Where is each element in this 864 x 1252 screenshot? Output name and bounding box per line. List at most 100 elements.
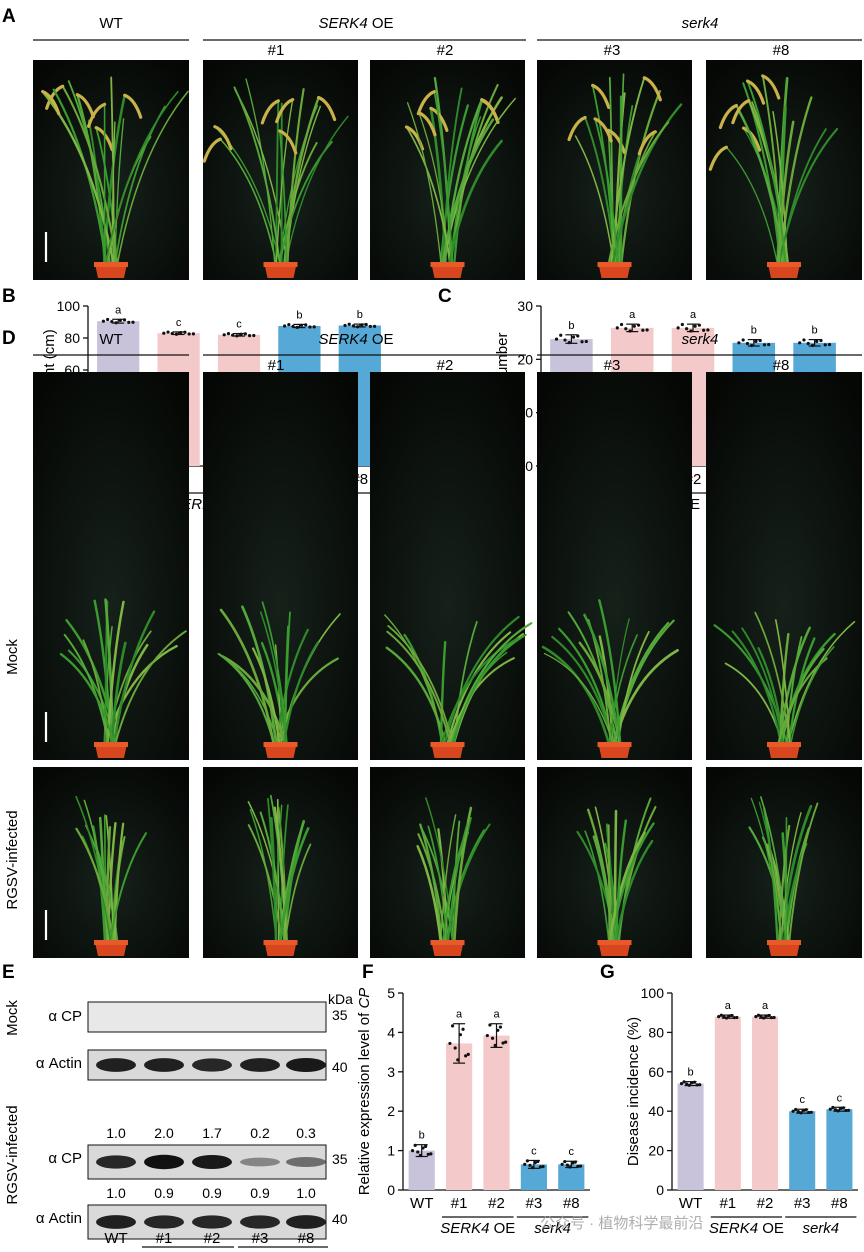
pot-rim <box>597 940 632 945</box>
leaf-stroke <box>429 107 448 266</box>
photo-a-4 <box>706 60 862 280</box>
bar-WT <box>408 1150 435 1190</box>
x-tick-label: #1 <box>719 1195 736 1212</box>
data-point <box>528 1163 532 1167</box>
leaf-stroke <box>598 599 622 746</box>
plant-pot <box>598 744 631 758</box>
data-point <box>619 322 624 327</box>
cp-ratio: 0.3 <box>296 1125 316 1141</box>
blot-band <box>96 1058 136 1072</box>
mw-marker-cp-infected: 35 <box>332 1151 348 1167</box>
y-tick-label: 0 <box>656 1182 664 1198</box>
leaf-stroke <box>285 115 349 265</box>
data-point <box>745 341 750 346</box>
pot-rim <box>263 262 298 267</box>
data-point <box>764 1014 768 1018</box>
data-point <box>676 326 680 330</box>
leaf-stroke <box>608 634 638 745</box>
panicle <box>741 126 762 152</box>
y-axis-label: Relative expression level of CP <box>356 988 373 1196</box>
leaf-stroke <box>614 839 654 944</box>
data-point <box>767 1013 771 1018</box>
leaf-stroke <box>83 799 112 943</box>
pot-rim <box>597 262 632 267</box>
data-point <box>735 1015 739 1020</box>
y-axis-label-italic: CP <box>356 988 373 1009</box>
pot-rim <box>597 742 632 747</box>
data-point <box>485 1033 489 1038</box>
data-point <box>741 338 745 342</box>
photo-background <box>203 60 358 280</box>
panicle <box>45 84 65 110</box>
photo-label-a3: #3 <box>604 42 621 59</box>
lane-label: #8 <box>298 1230 315 1247</box>
plant-pot <box>264 942 297 956</box>
data-point <box>727 1014 731 1018</box>
leaf-stroke <box>241 605 278 746</box>
pot-rim <box>430 742 465 747</box>
x-tick-label: #1 <box>451 1195 468 1212</box>
significance-letter: a <box>762 1000 769 1012</box>
actin-ratio: 1.0 <box>296 1185 316 1201</box>
data-point <box>698 1083 702 1087</box>
panel-d-photos <box>33 372 862 958</box>
data-point <box>493 1043 497 1048</box>
data-point <box>628 329 632 333</box>
photo-d-infected-0 <box>33 767 189 958</box>
data-point <box>162 331 166 335</box>
data-point <box>796 1110 800 1114</box>
data-point <box>809 1110 813 1114</box>
bar-#1 <box>714 1016 741 1190</box>
leaf-stroke <box>387 625 454 745</box>
panicle <box>642 76 662 102</box>
photo-d-mock-4 <box>706 372 862 760</box>
panicle <box>317 95 337 122</box>
data-point <box>179 331 183 335</box>
data-point <box>794 1107 798 1112</box>
panicle <box>591 83 611 110</box>
leaf-stroke <box>787 637 816 746</box>
leaf-stroke <box>439 814 457 943</box>
y-tick-label: 3 <box>387 1064 395 1080</box>
actin-ratio: 0.9 <box>202 1185 222 1201</box>
x-tick-label: #8 <box>831 1195 848 1212</box>
data-point <box>496 1028 500 1032</box>
leaf-stroke <box>574 135 615 265</box>
x-tick-label: WT <box>679 1195 702 1212</box>
significance-letter: a <box>725 1000 732 1012</box>
data-point <box>767 342 771 347</box>
bar-#1 <box>446 1043 473 1190</box>
plant-pot <box>95 744 127 758</box>
leaf-stroke <box>754 611 791 745</box>
blot-band <box>144 1215 184 1229</box>
panicle <box>480 98 500 124</box>
plant-pot <box>768 942 800 956</box>
data-point <box>697 323 701 327</box>
data-point <box>413 1143 417 1147</box>
photo-label-d3: #3 <box>604 357 621 374</box>
leaf-stroke <box>607 824 611 943</box>
data-point <box>641 328 645 332</box>
data-point <box>831 1105 835 1110</box>
plant-pot <box>598 942 631 956</box>
panicle <box>416 90 436 116</box>
cp-ratio: 1.0 <box>106 1125 126 1141</box>
data-point <box>802 338 806 342</box>
significance-letter: b <box>568 320 574 332</box>
data-point <box>685 327 689 331</box>
panel-letter-f: F <box>362 962 374 983</box>
leaf-stroke <box>110 641 127 746</box>
blot-label-actin-mock: α Actin <box>36 1055 82 1072</box>
pot-rim <box>767 742 801 747</box>
data-point <box>759 1015 763 1019</box>
data-point <box>114 321 118 325</box>
panicle <box>123 93 143 119</box>
leaf-stroke <box>448 139 503 266</box>
pot-rim <box>94 262 128 267</box>
leaf-stroke <box>247 824 283 943</box>
group-label-oe-gene: SERK4 <box>440 1220 489 1237</box>
photo-a-1 <box>202 60 358 280</box>
data-point <box>533 1161 537 1165</box>
panel-letter-b: B <box>2 286 16 307</box>
